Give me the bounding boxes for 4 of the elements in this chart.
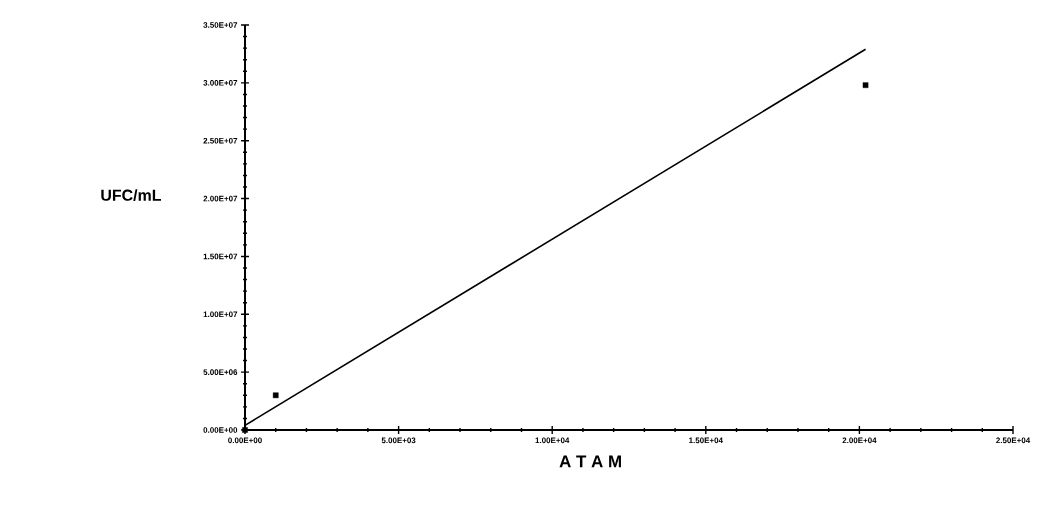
x-axis-title: A T A M — [559, 455, 621, 468]
y-axis-title: UFC/mL — [101, 189, 161, 202]
point — [272, 392, 279, 399]
point — [862, 82, 869, 88]
